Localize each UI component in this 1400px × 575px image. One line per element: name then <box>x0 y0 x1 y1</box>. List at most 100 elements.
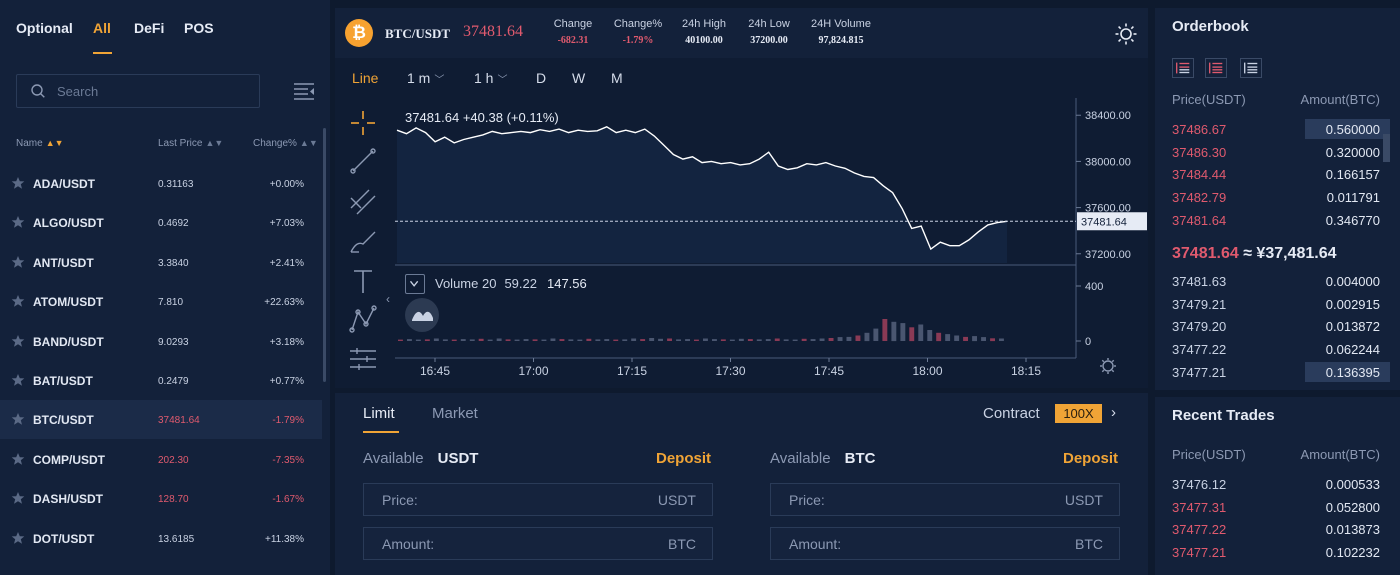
trade-price: 37477.21 <box>1172 545 1227 561</box>
pair-price: 0.2479 <box>158 376 189 387</box>
pair-row[interactable]: ATOM/USDT 7.810 +22.63% <box>0 282 322 321</box>
bid-row[interactable]: 37477.21 0.136395 <box>1155 361 1400 383</box>
pair-row[interactable]: ALGO/USDT 0.4692 +7.03% <box>0 203 322 242</box>
sort-name[interactable]: Name ▲▼ <box>16 138 64 149</box>
search-box[interactable] <box>16 74 260 108</box>
timeframe-label: 1 m <box>407 70 431 86</box>
tab-optional[interactable]: Optional <box>16 20 73 36</box>
order-tab-limit[interactable]: Limit <box>363 405 395 422</box>
pair-row[interactable]: BTC/USDT 37481.64 -1.79% <box>0 400 322 440</box>
star-icon[interactable] <box>11 531 25 545</box>
pair-name: COMP/USDT <box>33 452 105 467</box>
sort-change[interactable]: Change% ▲▼ <box>253 138 318 149</box>
volume-bar <box>631 338 637 341</box>
volume-bar <box>747 339 753 341</box>
bid-row[interactable]: 37479.21 0.002915 <box>1155 293 1400 315</box>
volume-bar <box>568 339 574 341</box>
volume-bar <box>595 339 601 341</box>
timeframe-w[interactable]: W <box>572 70 586 86</box>
sell-deposit-link[interactable]: Deposit <box>1063 450 1119 467</box>
volume-bar <box>738 338 744 341</box>
orderbook-both-icon[interactable] <box>1172 58 1194 78</box>
bid-row[interactable]: 37479.20 0.013872 <box>1155 315 1400 337</box>
chart-settings-gear-icon[interactable] <box>1100 358 1116 374</box>
pair-name: ATOM/USDT <box>33 295 104 310</box>
pair-row[interactable]: COMP/USDT 202.30 -7.35% <box>0 440 322 479</box>
y-tick-label: 38400.00 <box>1085 110 1131 122</box>
order-tab-market[interactable]: Market <box>432 405 478 422</box>
star-icon[interactable] <box>11 215 25 229</box>
pair-row[interactable]: BAT/USDT 0.2479 +0.77% <box>0 361 322 400</box>
ask-row[interactable]: 37486.30 0.320000 <box>1155 141 1400 163</box>
list-scrollbar[interactable] <box>323 128 326 382</box>
timeframe-d[interactable]: D <box>536 70 547 86</box>
brush-icon[interactable] <box>347 226 379 256</box>
orderbook-bids-icon[interactable] <box>1240 58 1262 78</box>
pair-row[interactable]: DOT/USDT 13.6185 +11.38% <box>0 519 322 558</box>
ask-row[interactable]: 37484.44 0.166157 <box>1155 163 1400 185</box>
sort-last-price[interactable]: Last Price ▲▼ <box>158 138 223 149</box>
crosshair-icon[interactable] <box>347 108 379 138</box>
ask-row[interactable]: 37481.64 0.346770 <box>1155 209 1400 231</box>
star-icon[interactable] <box>11 176 25 190</box>
bid-row[interactable]: 37481.63 0.004000 <box>1155 270 1400 292</box>
sell-price-field[interactable]: Price: USDT <box>770 483 1120 516</box>
chevron-right-icon[interactable]: › <box>1111 404 1116 421</box>
col-name-label: Name <box>16 138 43 149</box>
order-amount: 0.062244 <box>1325 342 1380 358</box>
timeframe-1h[interactable]: 1 h ﹀ <box>474 70 507 86</box>
timeframe-m[interactable]: M <box>611 70 623 86</box>
timeframe-line[interactable]: Line <box>352 70 379 86</box>
order-price: 37486.67 <box>1172 122 1227 137</box>
order-tab-underline <box>363 431 399 433</box>
timeframe-1m[interactable]: 1 m ﹀ <box>407 70 444 86</box>
star-icon[interactable] <box>11 294 25 308</box>
pair-row[interactable]: DASH/USDT 128.70 -1.67% <box>0 479 322 518</box>
volume-bar <box>505 339 511 341</box>
volume-collapse-button[interactable] <box>405 274 425 294</box>
order-amount: 0.004000 <box>1325 274 1380 289</box>
pair-row[interactable]: BAND/USDT 9.0293 +3.18% <box>0 322 322 361</box>
pair-row[interactable]: ADA/USDT 0.31163 +0.00% <box>0 164 322 203</box>
orderbook-scrollbar[interactable] <box>1383 134 1390 162</box>
col-change-label: Change% <box>253 138 297 149</box>
chevron-left-icon[interactable]: ‹ <box>386 292 390 306</box>
buy-deposit-link[interactable]: Deposit <box>656 450 712 467</box>
volume-bar <box>478 338 484 341</box>
ask-row[interactable]: 37486.67 0.560000 <box>1155 118 1400 140</box>
pattern-tool-icon[interactable] <box>347 304 379 334</box>
trade-row: 37476.12 0.000533 <box>1155 473 1400 495</box>
trend-line-icon[interactable] <box>347 146 379 176</box>
tab-all[interactable]: All <box>93 20 111 36</box>
star-icon[interactable] <box>11 373 25 387</box>
chart-area[interactable]: 38400.00 38000.00 37600.00 37200.00 37481.64… <box>335 58 1148 388</box>
col-price-label: Last Price <box>158 138 203 149</box>
buy-amount-field[interactable]: Amount: BTC <box>363 527 713 560</box>
bid-row[interactable]: 37477.22 0.062244 <box>1155 338 1400 360</box>
sell-amount-field[interactable]: Amount: BTC <box>770 527 1120 560</box>
recent-trades-title: Recent Trades <box>1172 407 1275 424</box>
ruler-tool-icon[interactable] <box>347 344 379 374</box>
star-icon[interactable] <box>11 412 25 426</box>
pair-row[interactable]: ANT/USDT 3.3840 +2.41% <box>0 243 322 282</box>
buy-price-field[interactable]: Price: USDT <box>363 483 713 516</box>
star-icon[interactable] <box>11 491 25 505</box>
star-icon[interactable] <box>11 255 25 269</box>
list-menu-icon[interactable] <box>293 82 315 100</box>
theme-toggle-sun-icon[interactable] <box>1115 23 1137 45</box>
leverage-badge[interactable]: 100X <box>1055 404 1102 423</box>
channel-tool-icon[interactable] <box>347 186 379 216</box>
volume-bar <box>819 338 825 341</box>
tab-pos[interactable]: POS <box>184 20 214 36</box>
search-input[interactable] <box>57 81 247 101</box>
star-icon[interactable] <box>11 334 25 348</box>
ask-row[interactable]: 37482.79 0.011791 <box>1155 186 1400 208</box>
field-label: Amount: <box>789 536 842 552</box>
orderbook-asks-icon[interactable] <box>1205 58 1227 78</box>
price-chart[interactable]: 38400.00 38000.00 37600.00 37200.00 37481.64… <box>335 58 1148 388</box>
tab-defi[interactable]: DeFi <box>134 20 165 36</box>
trade-row: 37477.22 0.013873 <box>1155 518 1400 540</box>
text-tool-icon[interactable] <box>347 266 379 296</box>
volume-bar <box>667 338 672 341</box>
star-icon[interactable] <box>11 452 25 466</box>
